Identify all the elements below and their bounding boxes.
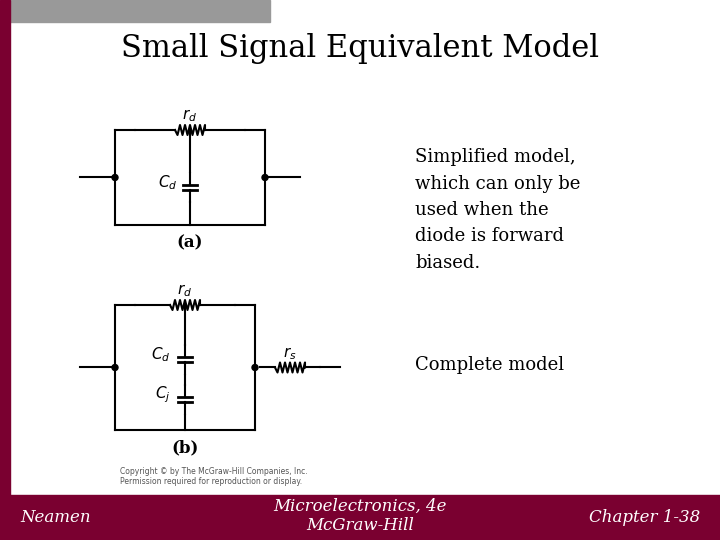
Text: Complete model: Complete model: [415, 356, 564, 374]
Bar: [0, 0, 10, 540]
Bar: [0, 495, 720, 540]
Text: $r_d$: $r_d$: [177, 282, 192, 299]
Text: $C_d$: $C_d$: [158, 173, 178, 192]
Text: (a): (a): [176, 234, 203, 252]
Text: $r_s$: $r_s$: [283, 345, 297, 362]
Circle shape: [112, 364, 118, 370]
Text: Small Signal Equivalent Model: Small Signal Equivalent Model: [121, 32, 599, 64]
Text: Copyright © by The McGraw-Hill Companies, Inc.
Permission required for reproduct: Copyright © by The McGraw-Hill Companies…: [120, 467, 307, 487]
Text: $C_j$: $C_j$: [156, 384, 171, 406]
Text: Chapter 1-38: Chapter 1-38: [589, 510, 700, 526]
Circle shape: [252, 364, 258, 370]
Circle shape: [112, 174, 118, 180]
Text: Simplified model,
which can only be
used when the
diode is forward
biased.: Simplified model, which can only be used…: [415, 148, 580, 272]
Bar: [0, 0, 270, 22]
Text: Neamen: Neamen: [20, 510, 91, 526]
Text: $r_d$: $r_d$: [182, 107, 197, 124]
Text: Microelectronics, 4e
McGraw-Hill: Microelectronics, 4e McGraw-Hill: [274, 498, 446, 534]
Text: $C_d$: $C_d$: [151, 346, 171, 365]
Text: (b): (b): [171, 440, 199, 456]
Circle shape: [262, 174, 268, 180]
